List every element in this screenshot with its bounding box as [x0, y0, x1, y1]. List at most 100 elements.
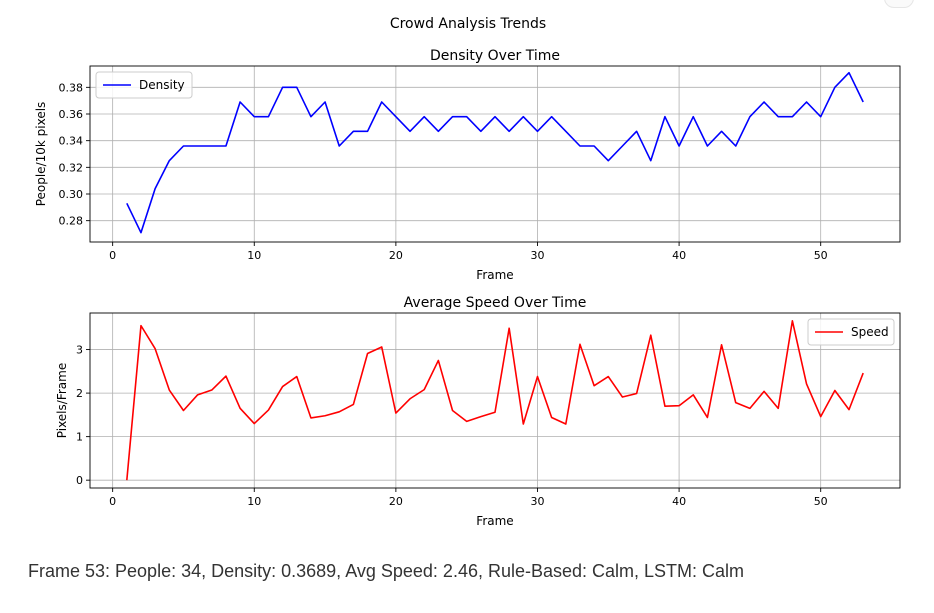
- speed-data-point: [480, 416, 481, 417]
- speed-data-point: [438, 360, 439, 361]
- speed-data-point: [367, 353, 368, 354]
- density-data-point: [296, 87, 297, 88]
- density-data-point: [863, 101, 864, 102]
- speed-data-point: [381, 346, 382, 347]
- speed-data-point: [749, 408, 750, 409]
- speed-data-point: [778, 408, 779, 409]
- speed-data-point: [834, 390, 835, 391]
- speed-data-point: [636, 393, 637, 394]
- speed-data-point: [678, 405, 679, 406]
- density-data-point: [424, 116, 425, 117]
- density-axes: 0 10 20 30 40 50 0.28 0.30 0.32 0.34 0.36 0.38 Densi…: [34, 48, 901, 282]
- density-y-tick-label: 0.30: [59, 188, 84, 201]
- speed-data-point: [551, 417, 552, 418]
- speed-data-point: [664, 406, 665, 407]
- density-data-point: [169, 160, 170, 161]
- speed-data-point: [254, 423, 255, 424]
- speed-data-point: [537, 376, 538, 377]
- density-data-point: [183, 145, 184, 146]
- speed-legend: [807, 318, 895, 346]
- density-x-axis-label: Frame: [476, 268, 513, 282]
- speed-data-point: [169, 389, 170, 390]
- density-y-tick-label: 0.32: [59, 161, 84, 174]
- figure-suptitle: Crowd Analysis Trends: [390, 16, 546, 32]
- density-data-point: [537, 131, 538, 132]
- speed-x-tick-label: 20: [389, 495, 403, 508]
- speed-data-point: [863, 372, 864, 373]
- density-data-point: [211, 145, 212, 146]
- density-data-point: [735, 145, 736, 146]
- speed-x-axis-label: Frame: [476, 514, 513, 528]
- speed-x-tick-label: 30: [530, 495, 544, 508]
- speed-axes: 0 10 20 30 40 50 0 1 2 3 Average Speed Over Time Fr…: [55, 295, 901, 528]
- density-data-point: [466, 116, 467, 117]
- density-x-tick-label: 50: [814, 249, 828, 262]
- speed-data-point: [763, 391, 764, 392]
- speed-data-point: [197, 394, 198, 395]
- speed-x-tick-label: 40: [672, 495, 686, 508]
- density-data-point: [395, 116, 396, 117]
- density-data-point: [494, 116, 495, 117]
- speed-data-point: [622, 396, 623, 397]
- density-data-point: [225, 145, 226, 146]
- speed-data-point: [353, 404, 354, 405]
- density-legend: [95, 71, 193, 99]
- density-data-point: [197, 145, 198, 146]
- density-data-point: [565, 131, 566, 132]
- density-data-point: [282, 87, 283, 88]
- speed-data-point: [395, 413, 396, 414]
- speed-data-point: [466, 421, 467, 422]
- speed-axes-frame: [89, 312, 901, 489]
- density-data-point: [353, 131, 354, 132]
- speed-data-point: [339, 411, 340, 412]
- density-x-tick-label: 40: [672, 249, 686, 262]
- speed-legend-label: Speed: [851, 325, 889, 339]
- density-data-point: [140, 232, 141, 233]
- density-data-point: [551, 116, 552, 117]
- speed-data-point: [565, 423, 566, 424]
- density-legend-label: Density: [139, 78, 185, 92]
- speed-data-point: [183, 410, 184, 411]
- density-data-point: [339, 145, 340, 146]
- density-data-point: [622, 145, 623, 146]
- density-y-tick-label: 0.36: [59, 108, 84, 121]
- speed-data-point: [282, 386, 283, 387]
- density-chart-title: Density Over Time: [430, 48, 560, 64]
- speed-data-point: [650, 335, 651, 336]
- speed-data-point: [310, 417, 311, 418]
- density-data-point: [452, 116, 453, 117]
- density-data-point: [693, 116, 694, 117]
- density-data-point: [749, 116, 750, 117]
- density-data-point: [409, 131, 410, 132]
- density-y-tick-label: 0.28: [59, 215, 84, 228]
- speed-data-point: [268, 409, 269, 410]
- speed-data-point: [721, 344, 722, 345]
- density-data-point: [310, 116, 311, 117]
- speed-data-point: [324, 415, 325, 416]
- speed-data-point: [848, 409, 849, 410]
- speed-data-point: [509, 328, 510, 329]
- speed-y-tick-label: 3: [76, 344, 83, 357]
- speed-x-tick-label: 10: [247, 495, 261, 508]
- density-data-point: [594, 145, 595, 146]
- speed-data-point: [820, 416, 821, 417]
- density-data-point: [381, 101, 382, 102]
- density-data-point: [848, 72, 849, 73]
- density-y-tick-label: 0.34: [59, 135, 84, 148]
- density-x-tick-label: 10: [247, 249, 261, 262]
- speed-data-point: [211, 389, 212, 390]
- speed-data-point: [452, 410, 453, 411]
- density-data-point: [792, 116, 793, 117]
- density-data-point: [608, 160, 609, 161]
- density-y-tick-label: 0.38: [59, 81, 84, 94]
- density-data-point: [636, 131, 637, 132]
- speed-data-point: [707, 417, 708, 418]
- density-data-point: [678, 145, 679, 146]
- density-data-point: [707, 145, 708, 146]
- density-data-point: [480, 131, 481, 132]
- density-data-point: [650, 160, 651, 161]
- density-data-point: [664, 116, 665, 117]
- speed-data-point: [240, 408, 241, 409]
- speed-data-point: [225, 376, 226, 377]
- speed-y-tick-label: 1: [76, 431, 83, 444]
